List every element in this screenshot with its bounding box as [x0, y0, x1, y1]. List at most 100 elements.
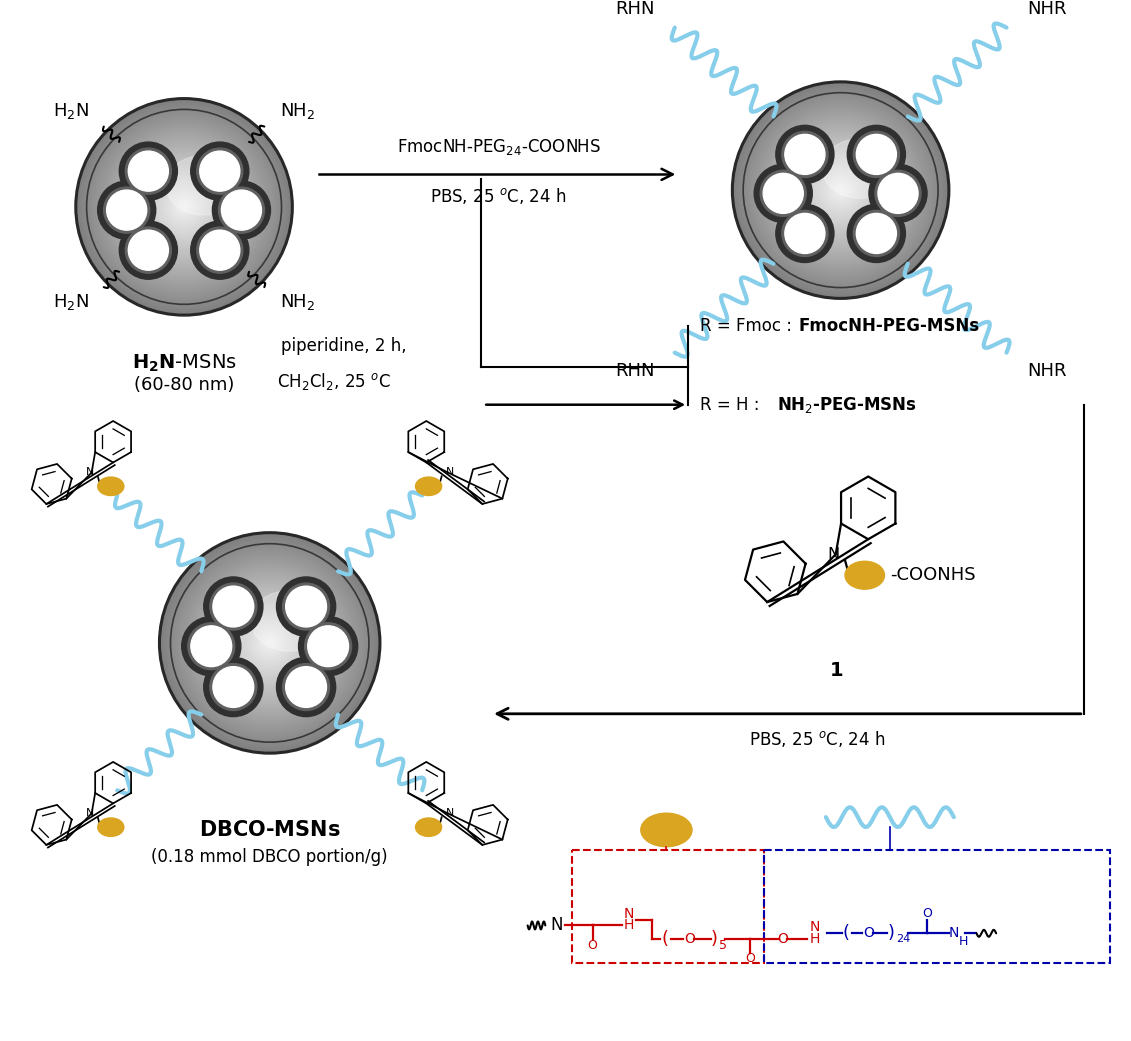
Text: N: N	[551, 916, 563, 935]
Circle shape	[257, 630, 283, 656]
Circle shape	[763, 174, 803, 213]
Circle shape	[90, 113, 278, 301]
Text: FmocNH-PEG$_{24}$-COONHS: FmocNH-PEG$_{24}$-COONHS	[397, 136, 601, 157]
Text: $\mathbf{1}$: $\mathbf{1}$	[829, 661, 843, 680]
Circle shape	[110, 133, 258, 281]
Circle shape	[801, 150, 880, 230]
Circle shape	[782, 130, 900, 250]
Circle shape	[754, 164, 812, 223]
Circle shape	[149, 173, 218, 242]
Circle shape	[181, 203, 188, 210]
Circle shape	[191, 626, 232, 666]
Circle shape	[197, 227, 243, 273]
Circle shape	[767, 117, 915, 264]
Circle shape	[815, 164, 866, 215]
Circle shape	[106, 191, 147, 230]
Circle shape	[782, 210, 828, 256]
Circle shape	[189, 562, 351, 723]
Circle shape	[157, 180, 211, 234]
Circle shape	[276, 658, 336, 716]
Circle shape	[185, 558, 354, 728]
Circle shape	[94, 117, 275, 297]
Circle shape	[225, 599, 313, 687]
Circle shape	[853, 131, 899, 177]
Circle shape	[782, 131, 828, 177]
Circle shape	[206, 579, 334, 707]
Circle shape	[822, 172, 858, 208]
Circle shape	[163, 536, 377, 750]
Circle shape	[222, 595, 318, 690]
Circle shape	[128, 151, 169, 192]
Circle shape	[105, 127, 264, 286]
Text: O: O	[588, 939, 597, 951]
Circle shape	[218, 187, 265, 233]
Circle shape	[152, 175, 216, 239]
Circle shape	[831, 181, 849, 199]
Circle shape	[176, 550, 363, 737]
Circle shape	[143, 166, 225, 249]
Circle shape	[734, 83, 947, 297]
Circle shape	[112, 134, 257, 279]
Text: 5: 5	[718, 939, 726, 951]
Circle shape	[183, 557, 356, 730]
Circle shape	[837, 186, 844, 194]
Circle shape	[878, 174, 918, 213]
Circle shape	[172, 545, 368, 740]
Circle shape	[743, 93, 938, 287]
Text: RHN: RHN	[615, 362, 654, 380]
Circle shape	[131, 154, 236, 259]
Circle shape	[242, 615, 297, 670]
Circle shape	[749, 98, 933, 282]
Circle shape	[800, 149, 882, 232]
Circle shape	[286, 586, 327, 627]
Text: H: H	[809, 932, 820, 946]
Circle shape	[809, 157, 873, 223]
Circle shape	[741, 91, 940, 289]
Circle shape	[178, 551, 362, 735]
Circle shape	[218, 591, 321, 694]
Text: ): )	[888, 924, 895, 942]
Circle shape	[797, 147, 884, 233]
Circle shape	[130, 153, 239, 261]
Circle shape	[166, 540, 372, 745]
Circle shape	[754, 103, 927, 277]
Circle shape	[114, 136, 254, 277]
Circle shape	[746, 96, 934, 284]
Text: $\mathbf{DBCO}$-MSNs: $\mathbf{DBCO}$-MSNs	[199, 820, 340, 840]
Circle shape	[835, 184, 846, 196]
Circle shape	[158, 181, 209, 232]
Circle shape	[176, 200, 191, 214]
Text: O: O	[745, 953, 756, 965]
Circle shape	[136, 158, 233, 256]
Circle shape	[209, 582, 330, 704]
Text: N: N	[86, 467, 94, 478]
Circle shape	[146, 169, 222, 245]
Circle shape	[79, 102, 288, 311]
Circle shape	[283, 663, 329, 710]
Text: NH$_2$-PEG-MSNs: NH$_2$-PEG-MSNs	[777, 395, 916, 414]
Circle shape	[76, 99, 292, 315]
Ellipse shape	[97, 818, 124, 836]
Circle shape	[245, 619, 294, 667]
Circle shape	[195, 567, 345, 718]
Circle shape	[200, 574, 339, 713]
Circle shape	[145, 168, 224, 247]
Circle shape	[101, 124, 267, 289]
Circle shape	[191, 142, 249, 200]
Text: RHN: RHN	[615, 0, 654, 18]
Ellipse shape	[251, 590, 328, 652]
Circle shape	[824, 174, 857, 206]
Circle shape	[244, 617, 295, 668]
Circle shape	[235, 608, 304, 678]
Circle shape	[792, 142, 889, 238]
Circle shape	[768, 118, 913, 262]
Circle shape	[126, 148, 172, 195]
Circle shape	[159, 533, 380, 754]
Circle shape	[774, 123, 907, 257]
Circle shape	[154, 176, 215, 237]
Circle shape	[826, 176, 855, 205]
Circle shape	[847, 204, 906, 262]
Circle shape	[213, 586, 327, 700]
Text: $\mathbf{H_2N}$-MSNs: $\mathbf{H_2N}$-MSNs	[131, 353, 236, 374]
Text: ): )	[710, 931, 718, 948]
